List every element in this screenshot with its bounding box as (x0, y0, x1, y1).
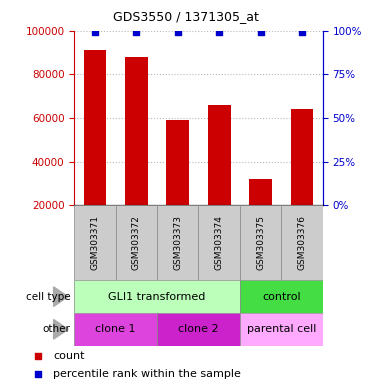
Bar (281, 205, 323, 280)
Text: other: other (43, 324, 70, 334)
Bar (198, 205, 240, 280)
Bar (290, 109, 313, 205)
Text: GLI1 transformed: GLI1 transformed (108, 291, 206, 302)
Polygon shape (53, 287, 68, 306)
Point (299, 30, 305, 36)
Point (134, 30, 139, 36)
Bar (240, 205, 281, 280)
Text: GSM303371: GSM303371 (91, 215, 99, 270)
Text: control: control (262, 291, 301, 302)
Bar (157, 205, 198, 280)
Bar (74, 313, 157, 346)
Point (258, 30, 264, 36)
Point (36, 353, 42, 359)
Point (36, 371, 42, 377)
Bar (240, 313, 323, 346)
Text: GSM303375: GSM303375 (256, 215, 265, 270)
Point (92, 30, 98, 36)
Bar (74, 205, 116, 280)
Bar (240, 280, 323, 313)
Text: percentile rank within the sample: percentile rank within the sample (53, 369, 241, 379)
Text: GSM303376: GSM303376 (298, 215, 306, 270)
Bar (74, 280, 240, 313)
Text: count: count (53, 351, 85, 361)
Bar (83, 50, 106, 205)
Point (175, 30, 181, 36)
Bar (125, 57, 148, 205)
Text: cell type: cell type (26, 291, 70, 302)
Bar (249, 179, 272, 205)
Bar (166, 120, 189, 205)
Text: GSM303373: GSM303373 (173, 215, 182, 270)
Bar (208, 105, 231, 205)
Text: parental cell: parental cell (247, 324, 316, 334)
Text: GDS3550 / 1371305_at: GDS3550 / 1371305_at (112, 10, 259, 23)
Polygon shape (53, 319, 68, 339)
Text: GSM303374: GSM303374 (215, 215, 224, 270)
Bar (116, 205, 157, 280)
Point (216, 30, 222, 36)
Text: GSM303372: GSM303372 (132, 215, 141, 270)
Bar (157, 313, 240, 346)
Text: clone 1: clone 1 (95, 324, 136, 334)
Text: clone 2: clone 2 (178, 324, 219, 334)
